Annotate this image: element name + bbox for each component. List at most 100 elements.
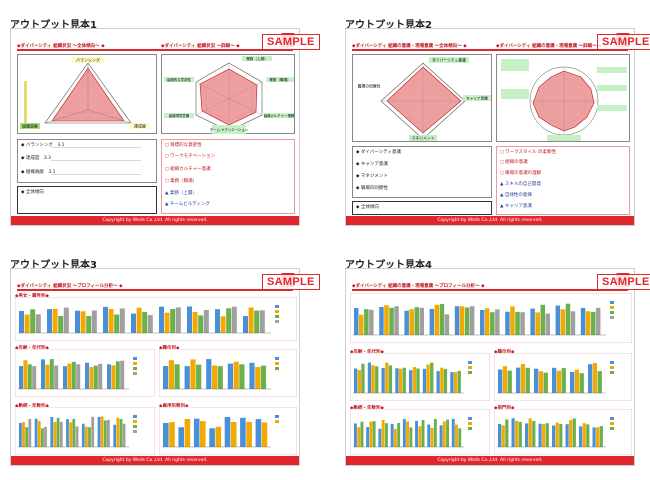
bar — [25, 427, 29, 447]
footer: Copyright by Weds Co.,Ltd. All rights re… — [346, 216, 634, 225]
bar — [163, 423, 169, 447]
bar — [590, 311, 596, 335]
bar — [233, 361, 239, 389]
legend-swatch — [133, 420, 137, 423]
bar — [561, 368, 566, 393]
bar — [569, 420, 573, 447]
bar — [131, 313, 136, 333]
bar — [217, 366, 223, 389]
sample-stamp: SAMPLE — [597, 34, 650, 50]
bar — [588, 364, 593, 393]
bar — [75, 426, 79, 447]
bar — [103, 420, 107, 447]
bar — [570, 371, 575, 393]
legend-swatch — [468, 422, 472, 425]
bar — [421, 420, 425, 447]
bar-chart-block — [159, 407, 297, 455]
bar — [56, 417, 60, 447]
bar — [439, 425, 443, 447]
bar — [580, 307, 586, 335]
bar — [119, 419, 123, 447]
bar — [540, 304, 545, 335]
bar — [555, 422, 559, 447]
bar — [190, 359, 196, 389]
bar-chart-block — [350, 353, 490, 401]
bar — [361, 363, 365, 393]
bar — [560, 309, 566, 335]
legend-swatch — [133, 415, 137, 418]
legend-swatch — [275, 357, 279, 360]
bar — [34, 418, 38, 447]
summary-item: ◆ 組織貢献 3.1 — [21, 170, 56, 175]
bar — [35, 314, 41, 333]
bar — [543, 372, 548, 393]
bar — [86, 316, 92, 333]
bar — [243, 316, 248, 333]
polygon-radar-chart — [501, 59, 627, 141]
bar — [27, 364, 32, 389]
sample-stamp: SAMPLE — [597, 274, 650, 290]
legend-swatch — [133, 362, 137, 365]
legend-swatch — [610, 361, 614, 364]
legend-swatch — [468, 427, 472, 430]
slide-1: W SAMPLE ◆ダイバーシティ 組織状況 〜全体傾向〜 ◆ ◆ダイバーシティ… — [10, 28, 300, 226]
bar — [418, 426, 422, 447]
bar — [552, 367, 557, 393]
bar — [579, 426, 583, 447]
footer: Copyright by Weds Co.,Ltd. All rights re… — [11, 216, 299, 225]
panel-title-2: アウトプット見本2 — [345, 20, 432, 31]
legend-swatch — [275, 310, 279, 313]
bar — [168, 360, 174, 389]
bar — [85, 426, 88, 447]
bar — [402, 367, 406, 393]
bar — [49, 359, 54, 389]
bar — [255, 367, 261, 389]
bar — [116, 417, 120, 447]
radar-label-top: バランシング — [76, 57, 100, 63]
bar — [451, 418, 455, 447]
bar — [511, 418, 515, 447]
bar — [490, 312, 495, 335]
diamond-radar-chart: ダイバーシティ意識 キャリア意識 マネジメント 職場の同僚性 — [355, 57, 491, 141]
bar — [384, 305, 389, 335]
bar — [453, 372, 458, 393]
bar — [239, 364, 245, 389]
bar — [545, 313, 550, 335]
bar — [72, 418, 76, 447]
slide-3: W ◆ダイバーシティ 組織状況 〜プロフィール分析〜 ◆ ◆男女・属性別◆ ◆年… — [10, 268, 300, 466]
bar — [516, 367, 521, 393]
bar — [115, 361, 120, 389]
legend-swatch — [275, 362, 279, 365]
section-title-left: ◆ダイバーシティ 組織状況 〜全体傾向〜 ◆ — [17, 44, 105, 49]
bar — [91, 416, 95, 447]
bar — [480, 310, 485, 335]
bar — [444, 314, 450, 335]
bar — [174, 364, 180, 389]
bar — [248, 307, 254, 333]
detail-box — [161, 139, 295, 214]
bar — [515, 311, 520, 335]
bar — [203, 310, 209, 333]
bar — [565, 424, 569, 447]
bar — [429, 308, 435, 335]
bar — [114, 314, 120, 333]
bar — [206, 359, 212, 389]
bar — [359, 314, 364, 335]
bar — [419, 307, 424, 335]
bar — [71, 361, 76, 389]
divider — [352, 289, 628, 291]
summary-item: ◆ 達成度 3.3 — [21, 156, 52, 161]
bar — [41, 359, 45, 389]
bar — [98, 363, 103, 389]
bar — [240, 417, 246, 447]
footer: Copyright by Weds Co.,Ltd. All rights re… — [11, 456, 299, 465]
bar — [442, 421, 446, 447]
bar — [354, 308, 359, 335]
bar — [19, 311, 24, 333]
bar — [409, 370, 413, 393]
bar — [406, 421, 409, 447]
bar — [184, 366, 190, 389]
bar — [505, 311, 510, 335]
bar — [394, 306, 399, 335]
section-title: ◆ダイバーシティ 組織の意識・現場意識 〜プロフィール分析〜 ◆ — [352, 284, 485, 289]
